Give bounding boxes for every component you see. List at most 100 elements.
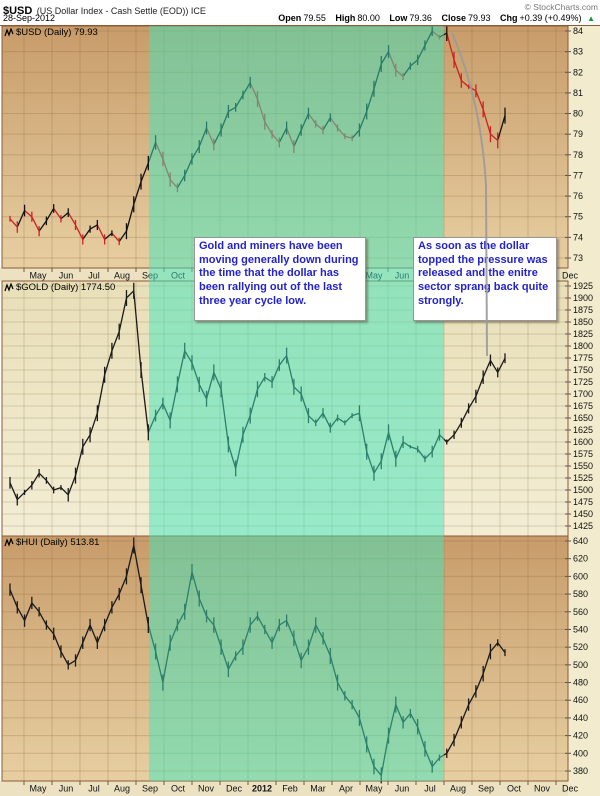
month-label: 2012 — [252, 784, 272, 794]
month-label: Oct — [507, 784, 522, 794]
y-tick-label: 1900 — [573, 293, 593, 303]
price-segment — [104, 232, 113, 240]
price-segment — [140, 162, 149, 182]
y-tick-label: 1675 — [573, 401, 593, 411]
y-tick-label: 80 — [573, 109, 583, 119]
y-tick-label: 620 — [573, 554, 588, 564]
price-segment — [23, 602, 33, 621]
price-segment — [82, 228, 91, 240]
price-segment — [96, 224, 106, 240]
price-segment — [16, 607, 26, 621]
month-label: Dec — [226, 784, 243, 794]
y-tick-label: 640 — [573, 536, 588, 546]
low-label: Low — [389, 13, 408, 23]
y-tick-label: 460 — [573, 695, 588, 705]
price-segment — [497, 642, 506, 654]
high-value: 80.00 — [357, 13, 380, 23]
month-label: Oct — [171, 784, 186, 794]
price-segment — [490, 133, 499, 141]
price-segment — [482, 651, 492, 674]
hui-panel-label: $HUI (Daily) 513.81 — [4, 537, 99, 548]
title-row: $USD (US Dollar Index - Cash Settle (EOD… — [3, 1, 597, 17]
price-segment — [453, 422, 462, 436]
y-tick-label: 1725 — [573, 377, 593, 387]
price-segment — [31, 472, 40, 486]
y-tick-label: 1500 — [573, 485, 593, 495]
price-segment — [482, 360, 492, 378]
high-label: High — [335, 13, 356, 23]
annotation-box-dollar-top: As soon as the dollar topped the pressur… — [413, 237, 557, 321]
y-tick-label: 1425 — [573, 521, 593, 531]
price-segment — [67, 475, 77, 496]
price-segment — [53, 208, 62, 220]
y-tick-label: 440 — [573, 713, 588, 723]
x-axis-row — [0, 781, 568, 796]
price-segment — [74, 224, 84, 240]
y-tick-label: 1550 — [573, 461, 593, 471]
chart-type-icon — [4, 282, 14, 292]
price-segment — [104, 607, 113, 626]
ohlc-readout: Open 79.55 High 80.00 Low 79.36 Close 79.93 … — [278, 13, 595, 23]
y-tick-label: 1925 — [573, 281, 593, 291]
y-tick-label: 520 — [573, 642, 588, 652]
annotation-box-gold-miners: Gold and miners have been moving general… — [194, 237, 366, 321]
y-tick-label: 400 — [573, 748, 588, 758]
price-segment — [104, 350, 113, 375]
price-segment — [16, 210, 26, 228]
month-label: Jun — [59, 784, 74, 794]
month-label: Dec — [562, 271, 579, 281]
price-segment — [497, 115, 506, 141]
price-segment — [468, 396, 477, 409]
price-segment — [60, 212, 69, 220]
open-label: Open — [278, 13, 302, 23]
price-segment — [111, 593, 120, 608]
y-tick-label: 84 — [573, 26, 583, 36]
price-segment — [53, 633, 62, 652]
month-label: May — [365, 784, 383, 794]
month-label: Sep — [478, 784, 494, 794]
price-segment — [118, 576, 128, 595]
chart-header: $USD (US Dollar Index - Cash Settle (EOD… — [0, 0, 600, 25]
close-label: Close — [441, 13, 466, 23]
price-segment — [489, 642, 499, 652]
price-segment — [9, 589, 18, 608]
month-label: Dec — [562, 784, 579, 794]
price-segment — [31, 602, 40, 613]
up-arrow-icon: ▲ — [587, 14, 595, 23]
price-segment — [38, 472, 47, 481]
price-segment — [96, 374, 106, 414]
month-label: Apr — [339, 784, 353, 794]
low-value: 79.36 — [409, 13, 432, 23]
price-segment — [446, 434, 455, 443]
price-segment — [489, 360, 499, 373]
y-tick-label: 500 — [573, 660, 588, 670]
month-label: Nov — [534, 784, 551, 794]
y-tick-label: 75 — [573, 212, 583, 222]
y-tick-label: 540 — [573, 624, 588, 634]
price-segment — [460, 408, 470, 424]
price-segment — [118, 297, 128, 332]
usd-panel-label: $USD (Daily) 79.93 — [4, 27, 98, 38]
y-tick-label: 1600 — [573, 437, 593, 447]
y-tick-label: 1525 — [573, 473, 593, 483]
y-tick-label: 82 — [573, 67, 583, 77]
symbol-description: (US Dollar Index - Cash Settle (EOD)) IC… — [36, 6, 206, 16]
y-tick-label: 1625 — [573, 425, 593, 435]
price-segment — [118, 230, 128, 242]
price-segment — [89, 412, 98, 436]
price-segment — [111, 331, 120, 352]
month-label: Jul — [88, 784, 100, 794]
month-label: Jul — [88, 271, 100, 281]
y-tick-label: 74 — [573, 232, 583, 242]
y-tick-label: 1475 — [573, 497, 593, 507]
price-segment — [133, 545, 142, 586]
chart-type-icon — [4, 537, 14, 547]
y-tick-label: 1775 — [573, 353, 593, 363]
y-tick-label: 480 — [573, 678, 588, 688]
price-segment — [126, 290, 135, 299]
y-tick-label: 73 — [573, 253, 583, 263]
y-tick-label: 1700 — [573, 389, 593, 399]
price-segment — [60, 487, 69, 496]
price-segment — [497, 357, 506, 373]
